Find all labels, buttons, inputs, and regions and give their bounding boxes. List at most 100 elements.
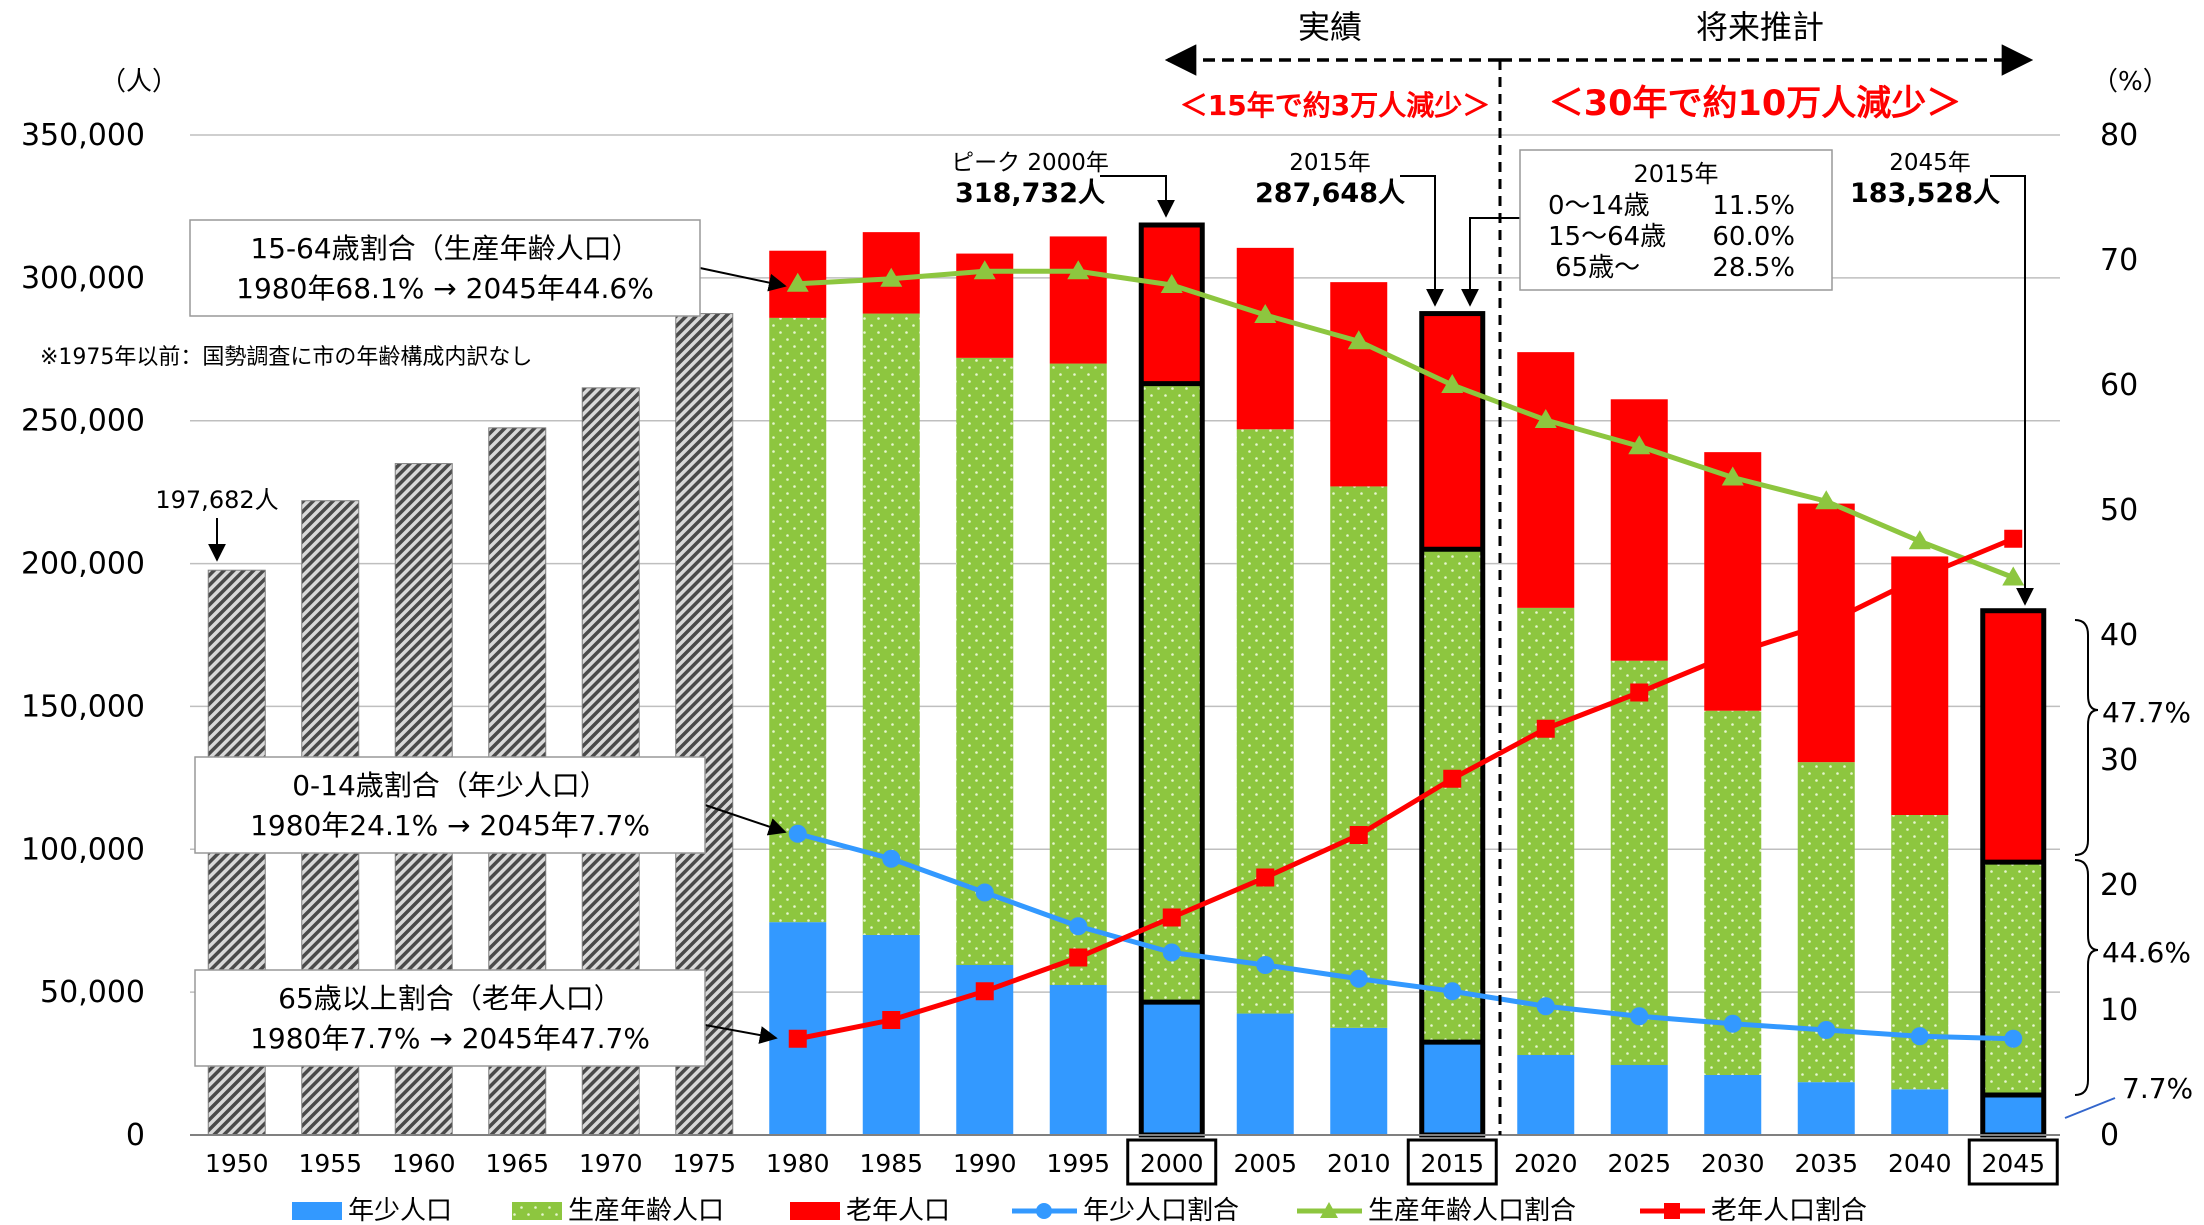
callout-old-frame xyxy=(194,969,706,1067)
bar-working-2015 xyxy=(1423,549,1481,1043)
bar-old-2010 xyxy=(1330,282,1388,487)
x-tick-label-1970: 1970 xyxy=(579,1149,643,1178)
y2045-label: 2045年 xyxy=(1889,150,1971,176)
period-actual-label: 実績 xyxy=(1298,8,1362,46)
brace-working-label: 44.6% xyxy=(2102,936,2191,969)
callout-young-line2: 1980年24.1% → 2045年7.7% xyxy=(250,809,650,842)
legend-swatch-old-bar xyxy=(790,1202,840,1220)
bar-young-2030 xyxy=(1704,1075,1762,1135)
ratio-lines xyxy=(786,260,2025,1048)
point-old-ratio-1985 xyxy=(882,1011,901,1029)
right-axis-unit: （%） xyxy=(2092,67,2169,97)
x-tick-label-2030: 2030 xyxy=(1701,1149,1765,1178)
y2015-label: 2015年 xyxy=(1289,150,1371,176)
bar-old-2015 xyxy=(1423,313,1481,550)
callout-working: 15-64歳割合（生産年齢人口） 1980年68.1% → 2045年44.6% xyxy=(189,219,787,317)
legend-label-old-line: 老年人口割合 xyxy=(1711,1196,1867,1225)
bar-old-2030 xyxy=(1704,452,1762,711)
point-old-ratio-2015 xyxy=(1443,769,1462,788)
bar-old-2005 xyxy=(1236,247,1294,430)
right-tick-label-20: 20 xyxy=(2100,868,2138,903)
x-tick-label-1975: 1975 xyxy=(672,1149,736,1178)
highlight-year-box-2015 xyxy=(1406,1138,1498,1186)
bar-working-2025 xyxy=(1610,660,1668,1065)
line-young-ratio xyxy=(797,831,2014,1042)
point-young-ratio-2030 xyxy=(1723,1014,1742,1033)
point-annotations: 197,682人 ピーク 2000年 318,732人 2015年 287,64… xyxy=(40,150,2034,606)
brace-old xyxy=(2074,619,2099,856)
x-tick-label-1955: 1955 xyxy=(298,1149,362,1178)
callout-working-line2: 1980年68.1% → 2045年44.6% xyxy=(236,272,654,305)
bar-working-2045 xyxy=(1984,862,2042,1095)
point-old-ratio-2035 xyxy=(1817,614,1836,633)
pop-1950-label: 197,682人 xyxy=(155,486,278,514)
point-working-ratio-2040 xyxy=(1908,530,1931,550)
brace-young-label: 7.7% xyxy=(2122,1072,2193,1105)
point-young-ratio-2000 xyxy=(1162,943,1181,962)
bar-working-2030 xyxy=(1704,710,1762,1075)
box-2015-row-working-value: 60.0% xyxy=(1712,222,1795,252)
point-old-ratio-2000 xyxy=(1162,908,1181,927)
bar-young-2025 xyxy=(1610,1065,1668,1135)
bar-young-2015 xyxy=(1423,1042,1481,1135)
point-old-ratio-2030 xyxy=(1723,644,1742,663)
box-2015-row-old-value: 28.5% xyxy=(1712,253,1795,283)
point-old-ratio-1980 xyxy=(788,1029,807,1048)
callout-young-pointer xyxy=(704,804,787,836)
peak-2000-label: ピーク 2000年 xyxy=(951,150,1109,176)
callout-young-line1: 0-14歳割合（年少人口） xyxy=(292,769,608,802)
left-tick-label-150000: 150,000 xyxy=(21,689,145,724)
point-young-ratio-2040 xyxy=(1910,1027,1929,1046)
point-young-ratio-2045 xyxy=(2004,1029,2023,1048)
left-tick-label-200000: 200,000 xyxy=(21,547,145,582)
bar-old-2020 xyxy=(1517,352,1575,608)
bar-young-1980 xyxy=(769,922,827,1135)
callout-young-frame xyxy=(194,756,706,854)
right-tick-label-80: 80 xyxy=(2100,118,2138,153)
legend-label-young-bar: 年少人口 xyxy=(348,1196,452,1225)
point-young-ratio-1990 xyxy=(975,883,994,902)
y2015-value: 287,648人 xyxy=(1255,178,1405,209)
point-young-ratio-2025 xyxy=(1630,1007,1649,1026)
legend-swatch-young-bar xyxy=(292,1202,342,1220)
legend-marker-young-line xyxy=(1036,1203,1052,1219)
period-header: 実績 将来推計 ＜15年で約3万人減少＞ ＜30年で約10万人減少＞ xyxy=(1164,8,2034,1135)
bar-young-2020 xyxy=(1517,1055,1575,1135)
bar-working-2020 xyxy=(1517,607,1575,1055)
callout-working-frame xyxy=(189,219,701,317)
peak-2000-value: 318,732人 xyxy=(955,178,1105,209)
axes: 0 50,000 100,000 150,000 200,000 250,000 300,0… xyxy=(21,118,2138,1178)
x-tick-label-1990: 1990 xyxy=(953,1149,1017,1178)
right-tick-label-10: 10 xyxy=(2100,993,2138,1028)
legend-label-young-line: 年少人口割合 xyxy=(1083,1196,1239,1225)
bar-old-1995 xyxy=(1049,236,1107,364)
point-young-ratio-1985 xyxy=(882,849,901,868)
legend: 年少人口 生産年齢人口 老年人口 年少人口割合 生産年齢人口割合 老年人口割合 xyxy=(292,1196,1867,1225)
legend-marker-old-line xyxy=(1664,1203,1680,1219)
point-working-ratio-1980 xyxy=(786,272,809,292)
left-tick-label-300000: 300,000 xyxy=(21,261,145,296)
point-young-ratio-2035 xyxy=(1817,1021,1836,1039)
decrease-30-label: ＜30年で約10万人減少＞ xyxy=(1549,84,1961,124)
box-2015-connector xyxy=(1470,208,1520,218)
point-old-ratio-2040 xyxy=(1910,568,1929,587)
x-tick-label-2035: 2035 xyxy=(1794,1149,1858,1178)
point-old-ratio-2020 xyxy=(1536,719,1555,738)
highlight-year-box-2000 xyxy=(1126,1138,1218,1186)
x-tick-label-2020: 2020 xyxy=(1514,1149,1578,1178)
brace-old-label: 47.7% xyxy=(2102,696,2191,729)
x-tick-label-2005: 2005 xyxy=(1233,1149,1297,1178)
bar-young-2045 xyxy=(1984,1095,2042,1135)
box-2015-breakdown: 2015年 0～14歳 11.5% 15～64歳 60.0% 65歳～ 28.5… xyxy=(1461,149,1833,307)
bar-working-2000 xyxy=(1143,383,1201,1003)
point-old-ratio-1990 xyxy=(975,982,994,1001)
bar-old-2045 xyxy=(1984,610,2042,863)
point-working-ratio-2025 xyxy=(1628,435,1651,455)
callout-young: 0-14歳割合（年少人口） 1980年24.1% → 2045年7.7% xyxy=(194,756,787,854)
point-working-ratio-2005 xyxy=(1254,304,1277,323)
point-young-ratio-1995 xyxy=(1069,917,1088,936)
brace-young-pointer xyxy=(2064,1097,2116,1119)
highlight-year-box-2045 xyxy=(1967,1138,2059,1186)
bar-old-2040 xyxy=(1891,556,1949,815)
point-working-ratio-1990 xyxy=(973,260,996,280)
